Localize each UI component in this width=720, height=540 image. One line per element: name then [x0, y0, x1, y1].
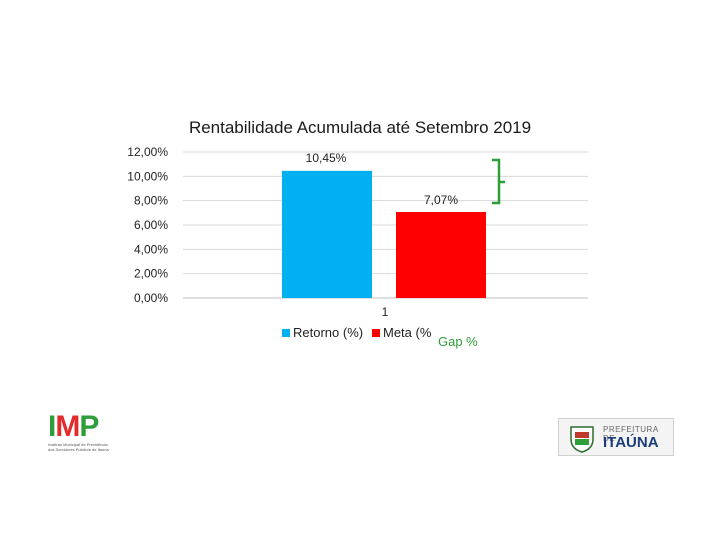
imp-letter-p: P — [79, 410, 99, 443]
legend-swatch-retorno — [282, 329, 290, 337]
itauna-logo: PREFEITURA DE ITAÚNA — [558, 418, 674, 456]
itauna-crest-icon — [570, 426, 594, 453]
bar-meta — [396, 211, 486, 298]
y-tick-label: 4,00% — [134, 242, 168, 256]
legend: Retorno (%) Meta (% — [282, 325, 432, 340]
y-tick-label: 6,00% — [134, 218, 168, 232]
data-labels: 10,45% 7,07% — [306, 151, 459, 207]
imp-letter-i: I — [48, 410, 56, 443]
legend-label-meta: Meta (% — [383, 325, 432, 340]
y-tick-label: 8,00% — [134, 194, 168, 208]
y-tick-label: 10,00% — [127, 169, 168, 183]
data-label-retorno: 10,45% — [306, 151, 347, 165]
bars — [282, 170, 486, 298]
legend-label-retorno: Retorno (%) — [293, 325, 363, 340]
imp-letter-m: M — [55, 410, 80, 443]
gap-bracket — [492, 158, 505, 205]
x-tick-label: 1 — [382, 305, 389, 319]
gap-annotation: Gap % — [438, 334, 478, 349]
imp-logo: IMP Instituto Municipal de Previdência d… — [48, 412, 128, 454]
imp-logo-letters: IMP — [48, 412, 128, 442]
data-label-meta: 7,07% — [424, 193, 458, 207]
itauna-logo-name: ITAÚNA — [603, 434, 659, 451]
gridlines — [183, 151, 588, 299]
legend-swatch-meta — [372, 329, 380, 337]
itauna-logo-top: PREFEITURA DE — [603, 425, 659, 443]
imp-subtitle-2: dos Servidores Públicos de Itaúna — [48, 447, 109, 452]
imp-subtitle-1: Instituto Municipal de Previdência — [48, 442, 108, 447]
y-tick-label: 2,00% — [134, 267, 168, 281]
y-tick-label: 0,00% — [134, 291, 168, 305]
chart-title: Rentabilidade Acumulada até Setembro 201… — [189, 118, 531, 137]
y-axis-ticks: 0,00% 2,00% 4,00% 6,00% 8,00% 10,00% 12,00% — [127, 145, 168, 305]
bar-retorno — [282, 170, 372, 298]
y-tick-label: 12,00% — [127, 145, 168, 159]
